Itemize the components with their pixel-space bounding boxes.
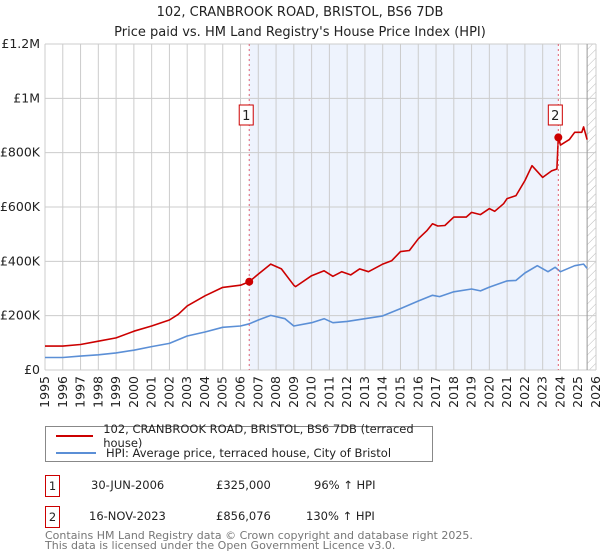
x-tick-label: 2018 — [446, 376, 461, 408]
y-tick-label: £600K — [0, 199, 41, 214]
x-tick-label: 2007 — [250, 376, 265, 408]
y-tick-label: £200K — [0, 308, 41, 323]
legend-swatch-hpi — [56, 452, 96, 454]
legend-label-property: 102, CRANBROOK ROAD, BRISTOL, BS6 7DB (t… — [103, 422, 414, 450]
footer-licence: This data is licensed under the Open Gov… — [45, 539, 396, 552]
x-tick-label: 2009 — [286, 376, 301, 408]
sale-label-box — [547, 104, 563, 126]
chart-title: 102, CRANBROOK ROAD, BRISTOL, BS6 7DB — [157, 5, 444, 20]
property-price-line — [45, 126, 588, 347]
sale-point — [554, 133, 563, 142]
transaction-hpi: 130% ↑ HPI — [306, 509, 375, 523]
x-tick-label: 2014 — [375, 376, 390, 408]
x-tick-label: 2026 — [588, 376, 600, 408]
x-tick-label: 2000 — [126, 376, 141, 408]
x-tick-label: 2008 — [268, 376, 283, 408]
footer-copyright: Contains HM Land Registry data © Crown c… — [45, 529, 473, 542]
price-chart: 102, CRANBROOK ROAD, BRISTOL, BS6 7DB Pr… — [0, 5, 600, 408]
y-tick-label: £1.2M — [1, 36, 40, 51]
sale-label-box — [238, 104, 254, 126]
transaction-marker: 2 — [45, 506, 60, 528]
x-tick-label: 1997 — [73, 376, 88, 408]
sale-label: 1 — [242, 109, 250, 124]
x-tick-label: 1995 — [37, 376, 52, 408]
y-tick-label: £1M — [13, 90, 40, 105]
x-tick-label: 2012 — [339, 376, 354, 408]
transaction-marker: 1 — [45, 475, 60, 497]
x-tick-label: 2017 — [428, 376, 443, 408]
transaction-price: £325,000 — [216, 478, 271, 492]
hpi-line — [45, 263, 588, 359]
x-tick-label: 2024 — [552, 376, 567, 408]
y-tick-label: £0 — [24, 362, 40, 377]
x-tick-label: 2010 — [304, 376, 319, 408]
x-tick-label: 2004 — [197, 376, 212, 408]
legend-swatch-property — [56, 435, 94, 437]
x-tick-label: 1999 — [108, 376, 123, 408]
x-tick-label: 1996 — [55, 376, 70, 408]
x-tick-label: 2022 — [517, 376, 532, 408]
x-tick-label: 2013 — [357, 376, 372, 408]
transaction-row: 1 30-JUN-2006 £325,000 96% ↑ HPI — [45, 475, 545, 497]
x-tick-label: 2003 — [179, 376, 194, 408]
footer: Contains HM Land Registry data © Crown c… — [45, 529, 473, 552]
x-tick-label: 2020 — [481, 376, 496, 408]
x-tick-label: 2011 — [321, 376, 336, 408]
x-tick-label: 2006 — [233, 376, 248, 408]
transaction-date: 16-NOV-2023 — [89, 509, 166, 523]
x-tick-label: 1998 — [90, 376, 105, 408]
x-tick-label: 2016 — [410, 376, 425, 408]
x-tick-label: 2015 — [392, 376, 407, 408]
legend-item-property: 102, CRANBROOK ROAD, BRISTOL, BS6 7DB (t… — [56, 422, 432, 450]
x-tick-label: 2021 — [499, 376, 514, 408]
x-tick-label: 2025 — [570, 376, 585, 408]
sale-label: 2 — [551, 109, 559, 124]
legend: 102, CRANBROOK ROAD, BRISTOL, BS6 7DB (t… — [45, 422, 433, 462]
y-tick-label: £800K — [0, 145, 41, 160]
transaction-price: £856,076 — [216, 509, 271, 523]
y-tick-label: £400K — [0, 253, 41, 268]
x-tick-label: 2005 — [215, 376, 230, 408]
transaction-hpi: 96% ↑ HPI — [314, 478, 376, 492]
transaction-date: 30-JUN-2006 — [91, 478, 165, 492]
x-tick-label: 2023 — [535, 376, 550, 408]
chart-subtitle: Price paid vs. HM Land Registry's House … — [114, 25, 486, 40]
x-tick-label: 2019 — [464, 376, 479, 408]
x-tick-label: 2002 — [161, 376, 176, 408]
x-tick-label: 2001 — [144, 376, 159, 408]
legend-item-hpi: HPI: Average price, terraced house, City… — [56, 445, 391, 461]
sale-point — [245, 277, 254, 286]
legend-label-hpi: HPI: Average price, terraced house, City… — [106, 446, 392, 460]
transaction-row: 2 16-NOV-2023 £856,076 130% ↑ HPI — [45, 506, 545, 528]
